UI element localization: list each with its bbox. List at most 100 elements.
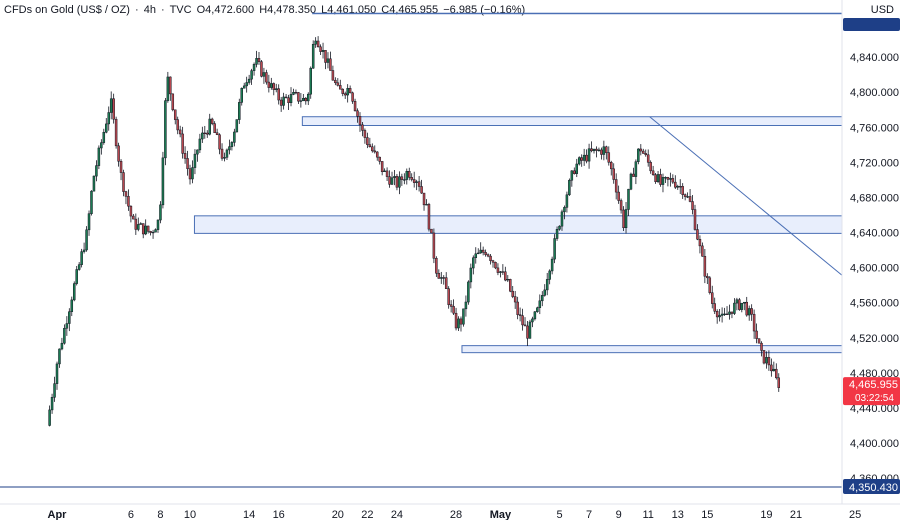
candle <box>541 291 544 307</box>
price-tick-label: 4,400.000 <box>850 438 899 450</box>
candle <box>750 304 753 321</box>
candle-body-down <box>521 315 524 326</box>
candle <box>548 269 551 285</box>
candle <box>432 228 436 264</box>
candle <box>395 173 399 191</box>
candle <box>353 98 357 112</box>
candle-body-down <box>674 181 677 188</box>
candle <box>555 226 559 241</box>
candle <box>149 230 152 236</box>
candle <box>388 170 391 188</box>
candle <box>765 351 768 369</box>
candle-body-up <box>575 163 579 174</box>
candle <box>573 167 576 175</box>
candle <box>302 93 305 102</box>
candle <box>605 145 608 160</box>
candle <box>53 376 56 402</box>
candle-body-down <box>706 275 709 279</box>
candle <box>225 148 229 161</box>
candle-body-down <box>713 303 716 312</box>
candle <box>642 148 645 154</box>
candle <box>691 194 694 215</box>
price-tick-label: 4,760.000 <box>850 122 899 134</box>
candle-body-up <box>208 118 211 135</box>
candle-body-down <box>412 179 416 183</box>
candle <box>114 116 118 149</box>
candle <box>678 179 682 195</box>
candle-body-down <box>272 83 276 90</box>
candle-body-down <box>257 58 261 62</box>
candle <box>600 147 603 160</box>
candle-body-down <box>203 132 207 134</box>
candle <box>624 202 628 234</box>
candle <box>698 235 702 254</box>
candle <box>634 159 638 185</box>
candle-body-down <box>112 98 115 120</box>
open-value: O4,472.600 <box>196 4 255 16</box>
candle <box>646 149 650 167</box>
candle <box>708 275 712 295</box>
candle <box>767 350 771 371</box>
time-axis[interactable]: Apr 6 8 10 14 16 20 22 24 28 May 5 7 9 11 13 15 19 21 25 <box>0 503 900 520</box>
candle <box>122 169 125 197</box>
candle-body-down <box>294 91 298 94</box>
candle <box>279 96 283 112</box>
candle-body-down <box>738 299 741 310</box>
candle-body-down <box>708 277 712 293</box>
candle <box>181 126 184 159</box>
candle-body-up <box>151 231 155 234</box>
candle <box>105 118 108 134</box>
candle <box>188 164 192 185</box>
candle <box>339 79 342 90</box>
candle-body-down <box>334 79 337 84</box>
candle <box>173 109 177 125</box>
candle <box>671 174 675 184</box>
candle <box>65 316 69 336</box>
candle-body-down <box>385 170 389 177</box>
candle-body-up <box>733 302 736 314</box>
candle-body-up <box>555 229 559 239</box>
candle-body-down <box>710 292 714 304</box>
candle-body-down <box>491 260 495 263</box>
candle-body-down <box>750 308 753 315</box>
candle <box>68 308 71 332</box>
interval-label[interactable]: 4h <box>143 4 156 16</box>
candle-body-down <box>701 245 704 257</box>
candle <box>513 290 517 309</box>
candle-body-down <box>496 267 500 273</box>
candle-body-up <box>238 102 241 120</box>
candle <box>380 161 384 176</box>
time-tick-label: Apr <box>48 509 68 520</box>
candle-body-up <box>63 327 66 344</box>
candle <box>304 96 308 105</box>
candle-body-down <box>600 149 603 155</box>
candle <box>755 323 758 344</box>
candle <box>398 171 401 195</box>
candle <box>528 319 532 339</box>
candle <box>536 306 539 313</box>
candle <box>70 296 74 317</box>
candle-body-up <box>80 251 83 265</box>
candle-body-down <box>580 157 583 161</box>
candle-body-down <box>447 288 450 305</box>
candle-body-up <box>728 311 731 315</box>
candle <box>193 149 197 175</box>
candle-body-up <box>686 196 689 198</box>
candle-body-down <box>509 279 512 292</box>
candle <box>664 176 667 183</box>
candle <box>464 295 468 317</box>
candle <box>733 298 736 316</box>
candle-layer <box>48 36 781 427</box>
price-axis[interactable]: 4,880.0004,840.0004,800.0004,760.0004,72… <box>841 0 899 504</box>
candle <box>639 144 643 156</box>
candle <box>58 348 61 368</box>
candle <box>186 150 189 176</box>
candle <box>60 337 64 351</box>
currency-label[interactable]: USD <box>870 4 894 16</box>
candle <box>102 128 106 145</box>
candle <box>233 128 236 147</box>
symbol-name[interactable]: CFDs on Gold (US$ / OZ) <box>4 4 130 16</box>
candle-body-up <box>467 281 470 303</box>
candle <box>245 76 248 93</box>
